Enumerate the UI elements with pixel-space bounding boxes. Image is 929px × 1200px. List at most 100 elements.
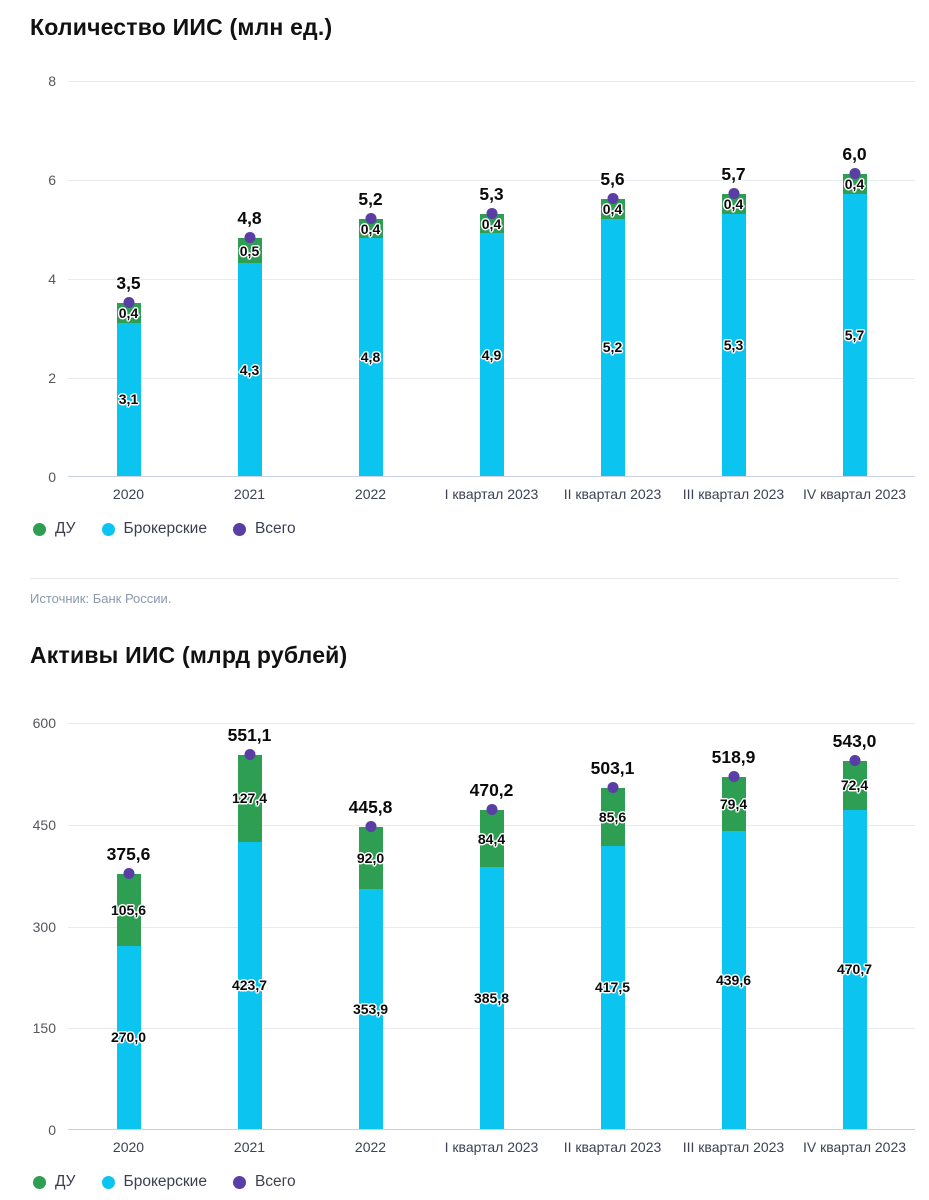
du-value-label: 0,4: [360, 220, 381, 237]
y-tick-label: 150: [32, 1020, 56, 1037]
bar-segment-broker: 5,2: [600, 218, 625, 476]
x-tick-label: 2021: [233, 486, 266, 502]
x-tick-label: II квартал 2023: [563, 486, 662, 502]
total-marker-dot: [123, 296, 134, 308]
bar-segment-broker: 439,6: [715, 830, 752, 1129]
chart-plot-grid: 600 450 300 150 0 375,6 105,6 270,0 551,1 127,4 4…: [30, 715, 915, 1155]
broker-value-label: 4,3: [239, 361, 260, 378]
total-marker-dot: [607, 781, 618, 793]
x-tick-label: 2020: [112, 486, 145, 502]
total-marker-dot: [244, 232, 255, 244]
total-marker-dot: [365, 820, 376, 832]
legend-label: Всего: [254, 520, 296, 537]
stacked-bar: 543,0 72,4 470,7: [833, 731, 876, 1129]
legend-item: Всего: [232, 520, 296, 538]
x-tick-label: I квартал 2023: [444, 486, 539, 502]
bar-segment-broker: 4,9: [479, 233, 504, 476]
stacked-bar: 375,6 105,6 270,0: [107, 844, 150, 1129]
x-axis-labels: 2020 2021 2022 I квартал 2023 II квартал 202…: [68, 1139, 915, 1155]
bar-segment-du: 72,4: [841, 760, 868, 810]
stacked-bar: 470,2 84,4 385,8: [470, 780, 513, 1129]
bar-segment-broker: 270,0: [111, 945, 146, 1129]
total-value-label: 518,9: [711, 746, 756, 767]
legend-dot-icon: [232, 1175, 246, 1189]
stacked-bar: 503,1 85,6 417,5: [591, 758, 634, 1129]
stacked-bar: 3,5 0,4 3,1: [116, 273, 141, 476]
total-value-label: 5,6: [600, 168, 625, 189]
bar-group: 5,7 0,4 5,3: [673, 81, 794, 476]
total-value-label: 5,3: [479, 183, 504, 204]
stacked-bar: 5,2 0,4 4,8: [358, 189, 383, 476]
broker-value-label: 4,9: [481, 346, 502, 363]
broker-value-label: 439,6: [715, 971, 752, 988]
total-value-label: 445,8: [348, 796, 393, 817]
y-axis: 8 6 4 2 0: [30, 73, 68, 485]
bar-group: 503,1 85,6 417,5: [552, 723, 673, 1129]
du-value-label: 127,4: [231, 790, 268, 807]
y-tick-label: 4: [48, 271, 56, 287]
legend-dot-icon: [33, 1175, 46, 1189]
stacked-bar: 518,9 79,4 439,6: [712, 747, 755, 1129]
du-value-label: 79,4: [719, 795, 748, 812]
bar-segment-du: 84,4: [477, 810, 506, 868]
stacked-bar: 551,1 127,4 423,7: [228, 725, 271, 1129]
total-marker-dot: [365, 212, 376, 224]
assets-chart-mount: Активы ИИС (млрд рублей) 600 450 300 150 0 3…: [30, 642, 915, 1191]
legend-dot-icon: [33, 522, 46, 536]
du-value-label: 0,4: [602, 200, 623, 217]
total-value-label: 503,1: [590, 757, 635, 778]
bar-group: 5,6 0,4 5,2: [552, 81, 673, 476]
legend-label: Брокерские: [123, 1173, 207, 1190]
y-tick-label: 0: [48, 469, 56, 485]
bar-segment-broker: 470,7: [836, 809, 873, 1129]
broker-value-label: 470,7: [836, 961, 873, 978]
total-value-label: 6,0: [842, 144, 867, 165]
bar-segment-du: 79,4: [719, 776, 748, 831]
total-marker-dot: [123, 868, 134, 880]
legend: ДУ Брокерские Всего: [30, 520, 915, 538]
broker-value-label: 3,1: [118, 391, 139, 408]
total-value-label: 5,2: [358, 188, 383, 209]
x-tick-label: I квартал 2023: [444, 1139, 539, 1155]
x-tick-label: 2020: [112, 1139, 145, 1155]
x-tick-label: 2022: [354, 1139, 387, 1155]
y-tick-label: 600: [32, 715, 56, 731]
total-marker-dot: [728, 187, 739, 199]
broker-value-label: 423,7: [231, 977, 268, 994]
x-tick-label: 2021: [233, 1139, 266, 1155]
legend-item: ДУ: [33, 520, 76, 538]
broker-value-label: 5,7: [844, 326, 865, 343]
y-tick-label: 300: [32, 918, 56, 935]
source-note: Источник: Банк России.: [30, 591, 172, 606]
bar-segment-du: 0,4: [600, 198, 625, 219]
bar-group: 375,6 105,6 270,0: [68, 723, 189, 1129]
plot-area: 375,6 105,6 270,0 551,1 127,4 423,7 445,8 92,0 3…: [68, 723, 915, 1130]
gridline: [68, 81, 915, 82]
bar-group: 445,8 92,0 353,9: [310, 723, 431, 1129]
section-divider: [30, 578, 899, 579]
legend-item: Всего: [232, 1173, 296, 1191]
bar-group: 470,2 84,4 385,8: [431, 723, 552, 1129]
broker-value-label: 5,3: [723, 336, 744, 353]
bar-segment-broker: 353,9: [353, 888, 388, 1129]
bar-segment-du: 105,6: [111, 874, 146, 946]
total-value-label: 4,8: [237, 208, 262, 229]
x-tick-label: IV квартал 2023: [802, 1139, 907, 1155]
total-marker-dot: [244, 749, 255, 761]
broker-value-label: 417,5: [594, 979, 631, 996]
stacked-bar: 4,8 0,5 4,3: [237, 208, 262, 476]
legend-dot-icon: [232, 522, 246, 536]
total-value-label: 551,1: [227, 725, 272, 746]
bar-segment-broker: 417,5: [594, 845, 631, 1129]
du-value-label: 0,5: [239, 242, 260, 259]
total-marker-dot: [849, 168, 860, 180]
y-tick-label: 0: [48, 1122, 56, 1138]
legend-dot-icon: [101, 1175, 115, 1189]
legend-item: Брокерские: [101, 1173, 207, 1191]
bar-group: 518,9 79,4 439,6: [673, 723, 794, 1129]
x-axis-labels: 2020 2021 2022 I квартал 2023 II квартал 202…: [68, 486, 915, 502]
bar-segment-broker: 4,3: [237, 263, 262, 476]
bar-segment-du: 0,4: [116, 302, 141, 323]
du-value-label: 84,4: [477, 830, 506, 847]
bar-segment-du: 0,4: [479, 213, 504, 234]
